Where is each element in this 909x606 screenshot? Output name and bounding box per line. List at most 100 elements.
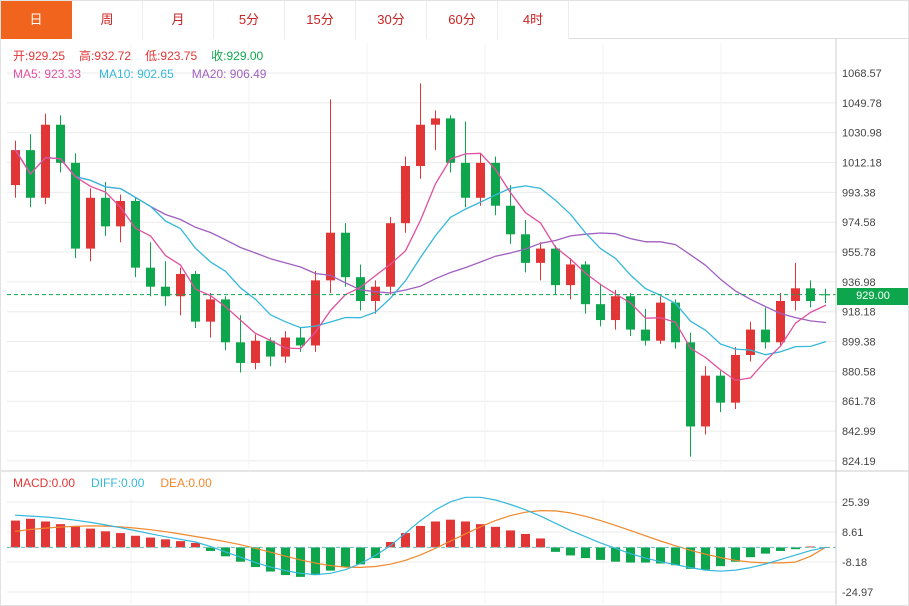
macd-hist-down — [566, 547, 575, 556]
candle-body-up — [371, 286, 380, 302]
macd-hist-down — [716, 547, 725, 567]
macd-hist-down — [326, 547, 335, 571]
macd-hist-down — [626, 547, 635, 563]
macd-hist-up — [431, 521, 440, 548]
macd-hist-up — [191, 542, 200, 548]
macd-hist-down — [356, 547, 365, 565]
candle-body-down — [716, 375, 725, 403]
macd-hist-up — [401, 533, 410, 548]
tab-30分[interactable]: 30分 — [356, 1, 427, 39]
close-value: 收:929.00 — [211, 49, 264, 63]
candle-body-down — [221, 299, 230, 343]
candle-body-up — [656, 302, 665, 341]
macd-hist-down — [611, 547, 620, 562]
tab-日[interactable]: 日 — [1, 1, 72, 39]
price-axis-label: 880.58 — [842, 366, 876, 378]
candle-body-up — [536, 248, 545, 263]
macd-hist-down — [341, 547, 350, 568]
macd-hist-down — [791, 547, 800, 550]
price-axis-label: 1012.18 — [842, 158, 882, 170]
macd-hist-up — [386, 542, 395, 548]
macd-axis-label: -8.18 — [842, 557, 867, 569]
low-value: 低:923.75 — [145, 49, 198, 63]
candle-body-down — [491, 162, 500, 206]
candle-body-down — [641, 329, 650, 341]
macd-hist-up — [101, 531, 110, 548]
candle-body-down — [236, 342, 245, 363]
candle-body-down — [506, 205, 515, 235]
price-axis-label: 918.18 — [842, 307, 876, 319]
macd-hist-down — [761, 547, 770, 554]
candle-body-up — [251, 340, 260, 363]
dea-value: DEA:0.00 — [160, 476, 212, 490]
price-axis-label: 899.38 — [842, 337, 876, 349]
macd-hist-up — [56, 524, 65, 548]
price-axis-label: 861.78 — [842, 396, 876, 408]
ma20-value: MA20: 906.49 — [191, 67, 267, 81]
macd-hist-up — [476, 524, 485, 548]
macd-hist-down — [311, 547, 320, 576]
candle-body-up — [311, 280, 320, 346]
macd-hist-down — [641, 547, 650, 563]
macd-value: MACD:0.00 — [13, 476, 76, 490]
ma10-line — [14, 149, 827, 356]
candle-body-down — [806, 288, 815, 302]
candle-body-down — [626, 296, 635, 330]
candle-body-up — [416, 124, 425, 167]
price-axis-label: 955.78 — [842, 247, 876, 259]
candle-body-up — [281, 337, 290, 357]
macd-hist-down — [731, 547, 740, 562]
candle-body-down — [71, 162, 80, 249]
candle-body-up — [116, 200, 125, 227]
candle-body-down — [761, 329, 770, 343]
candle-body-down — [146, 267, 155, 287]
macd-hist-up — [536, 538, 545, 548]
price-axis-label: 974.58 — [842, 217, 876, 229]
candle-body-down — [131, 200, 140, 268]
tab-周[interactable]: 周 — [72, 1, 143, 39]
candle-body-up — [611, 296, 620, 321]
macd-hist-up — [416, 525, 425, 548]
tab-5分[interactable]: 5分 — [214, 1, 285, 39]
candle-body-down — [101, 197, 110, 227]
price-axis-label: 936.98 — [842, 277, 876, 289]
candle-body-up — [476, 162, 485, 198]
candle-body-up — [386, 223, 395, 287]
macd-hist-up — [146, 537, 155, 548]
candle-body-up — [11, 150, 20, 186]
macd-hist-up — [176, 541, 185, 548]
macd-hist-down — [581, 547, 590, 559]
price-axis-label: 842.99 — [842, 426, 876, 438]
candle-body-up — [206, 299, 215, 322]
diff-line — [14, 496, 827, 576]
ma10-value: MA10: 902.65 — [99, 67, 174, 81]
candle-body-up — [86, 197, 95, 249]
macd-hist-up — [71, 525, 80, 548]
candle-body-down — [581, 264, 590, 305]
macd-hist-up — [11, 520, 20, 548]
open-value: 开:929.25 — [13, 49, 66, 63]
tab-4时[interactable]: 4时 — [498, 1, 569, 39]
macd-hist-down — [296, 547, 305, 577]
ma5-value: MA5: 923.33 — [13, 67, 82, 81]
macd-hist-up — [161, 539, 170, 548]
macd-hist-down — [596, 547, 605, 560]
dea-line — [14, 510, 827, 569]
price-axis-label: 1049.78 — [842, 98, 882, 110]
price-axis-label: 1030.98 — [842, 128, 882, 140]
macd-hist-down — [686, 547, 695, 569]
candle-body-down — [461, 162, 470, 198]
candle-body-down — [596, 304, 605, 321]
tab-60分[interactable]: 60分 — [427, 1, 498, 39]
candle-body-up — [746, 329, 755, 355]
price-axis-label: 824.19 — [842, 456, 876, 468]
macd-hist-down — [701, 547, 710, 570]
candle-body-up — [731, 354, 740, 403]
high-value: 高:932.72 — [79, 49, 132, 63]
macd-hist-down — [266, 547, 275, 572]
tab-月[interactable]: 月 — [143, 1, 214, 39]
tab-15分[interactable]: 15分 — [285, 1, 356, 39]
candle-body-down — [191, 274, 200, 322]
macd-info: MACD:0.00 DIFF:0.00 DEA:0.00 — [13, 476, 212, 490]
